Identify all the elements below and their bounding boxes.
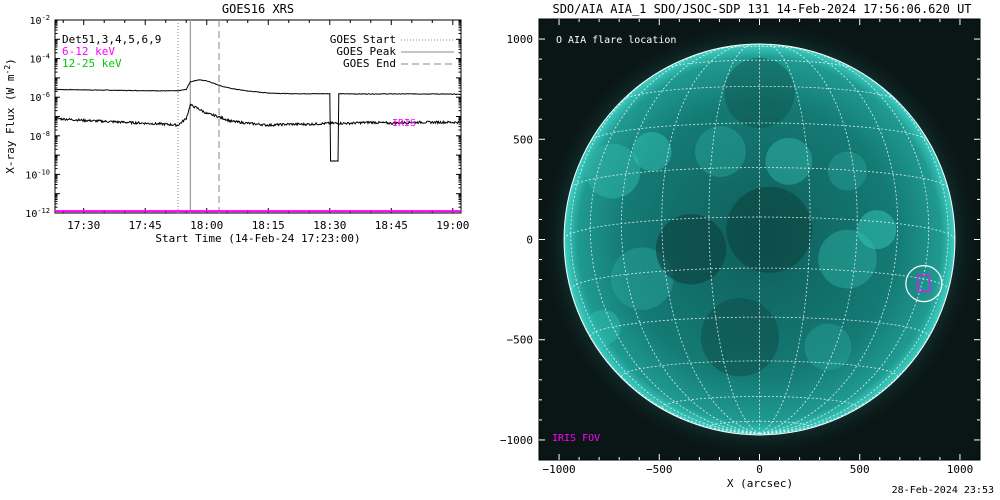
flare-location-circle [905,265,943,303]
disk-feature-8 [818,229,877,289]
aia-x-axis: −1000 −500 0 500 1000 [542,19,973,476]
grid-latitude-line [714,45,805,50]
footer-timestamp: 28-Feb-2024 23:53 [891,485,994,496]
goes-xrs-chart: GOES16 XRS 10-2 10-4 10-6 10-8 10-10 10-12 17… [3,2,469,245]
goes-y-tick-label: 10-4 [30,53,50,66]
disk-feature-9 [700,298,780,377]
goes-x-tick-label: 18:00 [190,219,223,232]
grid-longitude-line [759,239,955,434]
goes-x-axis-label: Start Time (14-Feb-24 17:23:00) [155,232,360,245]
grid-latitude-line [564,216,955,240]
goes-x-tick-label: 18:45 [375,219,408,232]
goes-y-tick-label: 10-2 [30,14,50,27]
grid-latitude-line [590,122,929,141]
aia-y-tick-label: 0 [526,234,533,247]
legend-goes-end: GOES End [343,57,396,70]
goes-y-tick-label: 10-12 [25,207,50,220]
grid-longitude-line [589,48,760,434]
aia-image-panel: SDO/AIA AIA_1 SDO/JSOC-SDP 131 14-Feb-20… [500,2,981,490]
legend-goes-peak: GOES Peak [336,45,396,58]
legend-detectors: Det51,3,4,5,6,9 [62,33,161,46]
disk-feature-5 [610,247,674,310]
goes-x-tick-label: 17:45 [129,219,162,232]
grid-longitude-line [661,44,760,434]
legend-12-25-kev: 12-25 keV [62,57,122,70]
grid-longitude-line [564,239,760,434]
goes-iris-annotation: IRIS [392,118,416,129]
disk-feature-2 [695,126,746,177]
grid-longitude-line [759,63,949,434]
heliographic-grid [564,44,955,434]
disk-feature-1 [632,132,672,172]
goes-x-tick-label: 19:00 [436,219,469,232]
goes-chart-title: GOES16 XRS [222,2,294,16]
solar-limb [563,43,956,436]
disk-feature-11 [857,210,897,250]
disk-feature-12 [585,309,621,346]
disk-feature-10 [804,323,852,371]
aia-x-tick-label: 0 [756,463,763,476]
goes-x-tick-label: 18:15 [252,219,285,232]
disk-feature-4 [827,151,867,191]
aia-x-tick-label: −500 [646,463,673,476]
goes-series-line-1 [54,103,462,128]
disk-feature-0 [585,143,641,199]
aia-flare-marker [905,265,943,303]
grid-latitude-line [661,396,858,408]
aia-x-tick-label: −1000 [542,463,575,476]
goes-ylabel-main: X-ray Flux (W m [4,74,17,174]
disk-feature-7 [726,186,813,273]
goes-ylabel-sup: -2 [3,65,12,75]
goes-event-markers [177,20,220,213]
goes-x-tick-label: 17:30 [67,219,100,232]
aia-flare-legend: O AIA flare location [556,35,676,46]
aia-y-tick-label: −1000 [500,434,533,447]
goes-series [54,79,462,213]
aia-image-title: SDO/AIA AIA_1 SDO/JSOC-SDP 131 14-Feb-20… [552,2,971,16]
goes-y-axis: 10-2 10-4 10-6 10-8 10-10 10-12 [25,14,461,220]
grid-longitude-line [759,48,930,434]
goes-x-tick-label: 18:30 [313,219,346,232]
goes-legend-left: Det51,3,4,5,6,9 6-12 keV 12-25 keV [62,33,161,70]
aia-x-axis-label: X (arcsec) [727,477,793,490]
aia-x-tick-label: 1000 [947,463,974,476]
aia-x-tick-label: 500 [850,463,870,476]
grid-longitude-line [759,45,899,434]
grid-longitude-line [620,45,760,434]
disk-feature-6 [655,214,727,285]
grid-longitude-line [570,63,760,434]
disk-feature-3 [765,137,813,185]
iris-fov-label: IRIS FOV [552,433,600,444]
iris-fov-box [917,275,931,293]
legend-goes-start: GOES Start [330,33,396,46]
aia-y-tick-label: 500 [513,133,533,146]
aia-y-axis: −1000 −500 0 500 1000 [500,33,980,447]
goes-y-axis-label: X-ray Flux (W m-2) [3,58,17,174]
goes-plot-frame [54,19,462,214]
goes-y-tick-label: 10-6 [30,91,50,104]
goes-y-tick-label: 10-10 [25,168,50,181]
grid-longitude-line [759,44,858,434]
goes-legend-right: GOES Start GOES Peak GOES End [330,33,454,70]
goes-series-line-0 [55,79,462,162]
aia-y-tick-label: −500 [507,334,534,347]
aia-y-tick-label: 1000 [507,33,534,46]
goes-ylabel-end: ) [4,58,17,65]
legend-6-12-kev: 6-12 keV [62,45,115,58]
grid-latitude-line [622,85,897,101]
goes-y-tick-label: 10-8 [30,130,50,143]
